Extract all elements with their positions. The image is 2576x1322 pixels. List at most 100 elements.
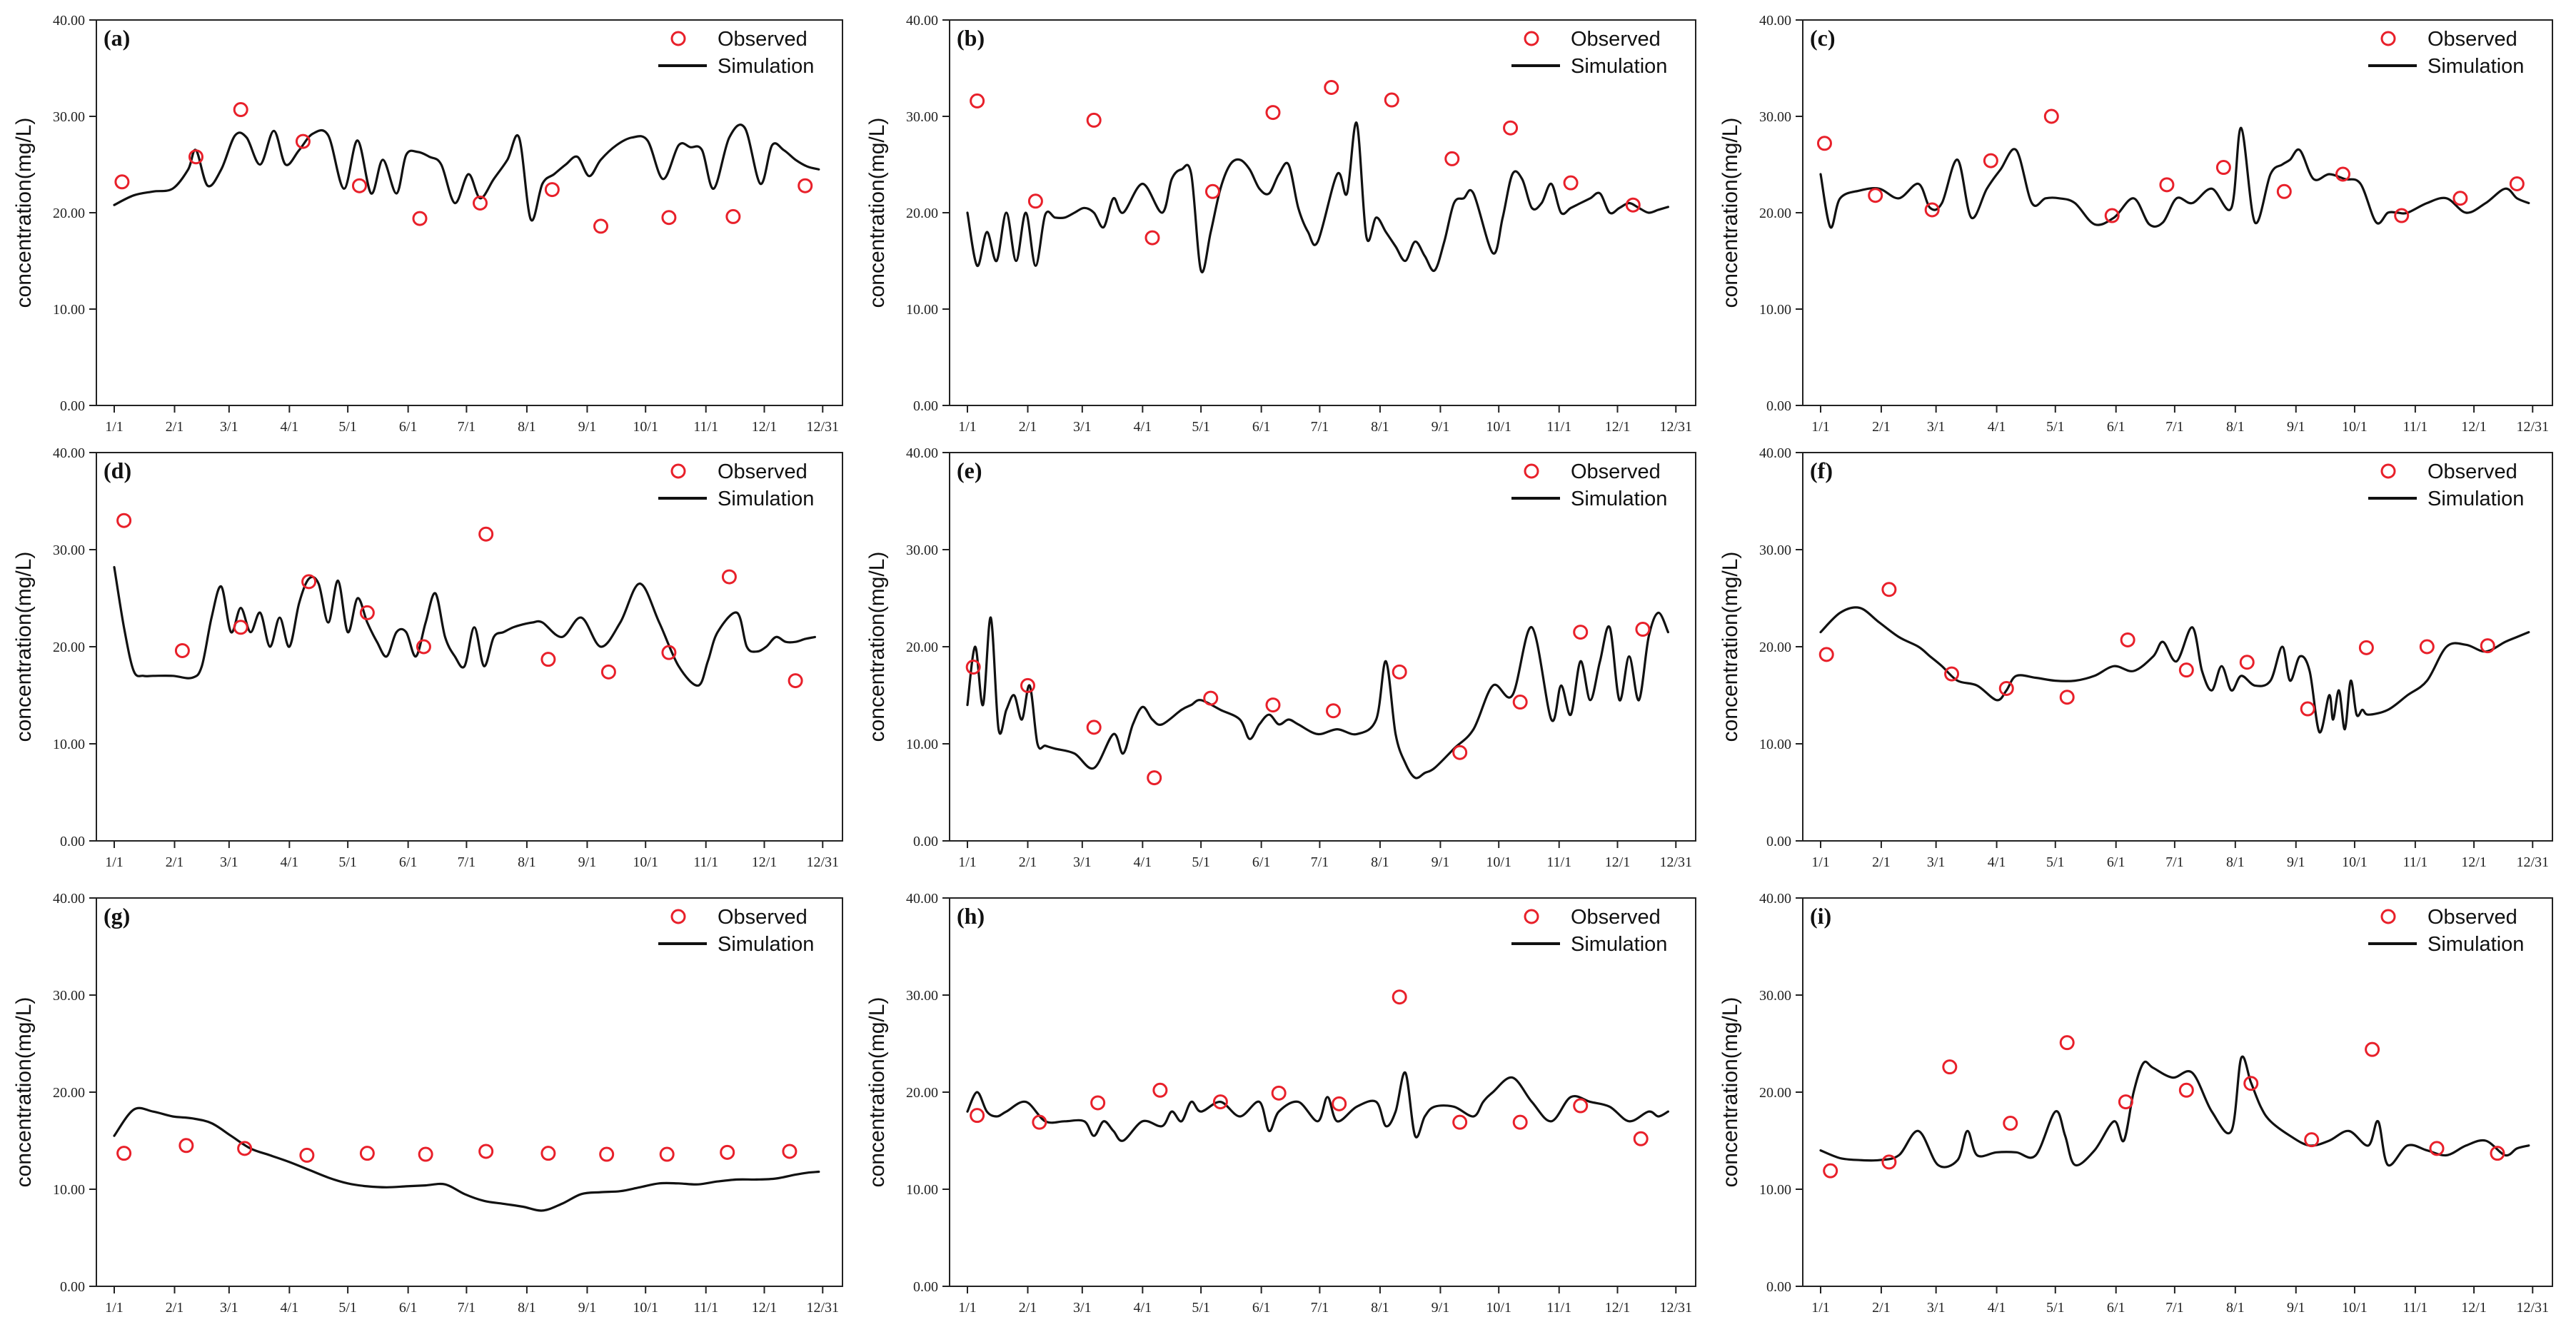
x-tick-label: 7/1 [1311, 854, 1329, 870]
observed-point [540, 1146, 556, 1161]
x-tick-label: 4/1 [281, 1300, 299, 1316]
x-tick-label: 1/1 [105, 1300, 124, 1316]
panel-f: 0.00 10.00 20.00 30.00 40.00 1/1 2/1 3/1 4/1 5/1 6… [1719, 445, 2553, 870]
x-tick-label: 12/31 [1659, 1300, 1692, 1316]
observed-point [1204, 183, 1220, 199]
observed-point [116, 513, 132, 528]
x-tick-label: 8/1 [2226, 854, 2245, 870]
observed-point [1086, 720, 1102, 735]
observed-point [1573, 625, 1589, 640]
x-tick-label: 9/1 [2287, 854, 2305, 870]
y-tick-label: 10.00 [906, 1182, 938, 1198]
observed-point [301, 574, 317, 590]
x-tick-label: 5/1 [2046, 419, 2065, 435]
x-tick-label: 12/31 [806, 419, 839, 435]
observed-point [1265, 697, 1281, 713]
y-tick-label: 10.00 [906, 302, 938, 318]
y-tick-label: 30.00 [906, 988, 938, 1004]
observed-point [1392, 989, 1407, 1005]
legend-observed-label: Observed [718, 460, 807, 483]
observed-point [178, 1138, 194, 1154]
x-tick-label: 7/1 [2165, 1300, 2184, 1316]
observed-point [2178, 1082, 2194, 1098]
x-tick-label: 5/1 [338, 854, 357, 870]
y-tick-label: 40.00 [53, 13, 85, 29]
panel-a: 0.00 10.00 20.00 30.00 40.00 1/1 2/1 3/1 4/1 5/1 6… [12, 13, 843, 435]
observed-point [1392, 664, 1407, 680]
observed-point [1452, 745, 1468, 760]
x-tick-label: 5/1 [2046, 1300, 2065, 1316]
y-tick-label: 30.00 [1759, 109, 1791, 125]
panel-label: (e) [957, 458, 982, 483]
x-tick-label: 9/1 [1432, 854, 1450, 870]
observed-point [1635, 622, 1651, 637]
observed-point [299, 1147, 315, 1163]
legend-observed-marker [670, 909, 686, 924]
observed-point [359, 1146, 375, 1161]
observed-point [116, 1146, 132, 1161]
x-tick-label: 11/1 [693, 1300, 718, 1316]
y-axis-label: concentration(mg/L) [1719, 118, 1742, 308]
x-tick-label: 12/1 [2461, 419, 2487, 435]
y-tick-label: 40.00 [1759, 891, 1791, 907]
x-tick-label: 7/1 [2165, 854, 2184, 870]
y-tick-label: 30.00 [1759, 988, 1791, 1004]
y-tick-label: 40.00 [906, 445, 938, 461]
legend-simulation-label: Simulation [2427, 488, 2524, 510]
y-tick-label: 20.00 [906, 206, 938, 221]
x-tick-label: 6/1 [399, 854, 418, 870]
observed-point [599, 1146, 615, 1162]
x-tick-label: 6/1 [399, 1300, 418, 1316]
x-tick-label: 3/1 [1073, 419, 1092, 435]
observed-point [2243, 1076, 2259, 1091]
panel-label: (i) [1810, 903, 1831, 929]
observed-point [2239, 655, 2255, 670]
x-tick-label: 2/1 [1019, 419, 1037, 435]
observed-point [416, 639, 431, 655]
panel-d: 0.00 10.00 20.00 30.00 40.00 1/1 2/1 3/1 4/1 5/1 6… [12, 445, 843, 870]
legend-simulation-label: Simulation [718, 55, 814, 78]
x-tick-label: 10/1 [633, 419, 658, 435]
x-tick-label: 6/1 [1252, 419, 1271, 435]
axes-frame [1802, 897, 2553, 1287]
x-tick-label: 9/1 [2287, 419, 2305, 435]
y-axis-label: concentration(mg/L) [12, 997, 36, 1188]
observed-point [970, 1108, 985, 1124]
x-tick-label: 7/1 [458, 1300, 476, 1316]
x-tick-label: 6/1 [2107, 419, 2125, 435]
observed-point [1324, 80, 1339, 95]
x-tick-label: 9/1 [1432, 419, 1450, 435]
x-tick-label: 10/1 [2342, 419, 2368, 435]
observed-point [725, 208, 741, 224]
legend-observed-marker [2380, 463, 2396, 479]
observed-point [661, 645, 677, 660]
y-tick-label: 20.00 [906, 640, 938, 655]
legend-simulation-label: Simulation [718, 488, 814, 510]
x-tick-label: 7/1 [458, 419, 476, 435]
x-tick-label: 2/1 [1872, 854, 1891, 870]
y-tick-label: 0.00 [913, 398, 938, 414]
x-tick-label: 4/1 [281, 854, 299, 870]
observed-point [174, 642, 190, 658]
y-tick-label: 0.00 [60, 398, 85, 414]
x-tick-label: 2/1 [1019, 854, 1037, 870]
x-tick-label: 11/1 [1546, 419, 1571, 435]
x-tick-label: 5/1 [1192, 854, 1210, 870]
axes-frame [96, 897, 843, 1287]
panel-g: 0.00 10.00 20.00 30.00 40.00 1/1 2/1 3/1 4/1 5/1 6… [12, 891, 843, 1316]
observed-point [478, 526, 494, 542]
observed-point [600, 664, 616, 680]
panel-i: 0.00 10.00 20.00 30.00 40.00 1/1 2/1 3/1 4/1 5/1 6… [1719, 891, 2553, 1316]
x-tick-label: 9/1 [578, 854, 597, 870]
x-tick-label: 8/1 [2226, 419, 2245, 435]
simulation-line [966, 611, 1669, 779]
x-tick-label: 11/1 [1546, 854, 1571, 870]
legend-observed-marker [1524, 909, 1539, 924]
legend-observed-label: Observed [2427, 460, 2517, 483]
observed-point [1823, 1163, 1838, 1179]
x-tick-label: 12/1 [2461, 1300, 2487, 1316]
x-tick-label: 11/1 [2403, 1300, 2427, 1316]
x-tick-label: 1/1 [1811, 854, 1830, 870]
panel-label: (h) [957, 903, 985, 929]
x-tick-label: 1/1 [958, 1300, 977, 1316]
